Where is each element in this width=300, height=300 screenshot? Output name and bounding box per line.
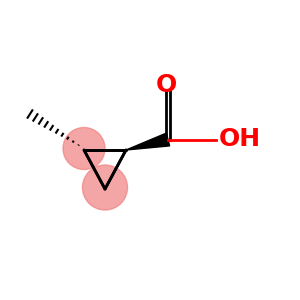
Circle shape bbox=[63, 128, 105, 170]
Text: OH: OH bbox=[219, 128, 261, 152]
Text: O: O bbox=[156, 74, 177, 98]
Polygon shape bbox=[126, 133, 170, 150]
Circle shape bbox=[82, 165, 128, 210]
